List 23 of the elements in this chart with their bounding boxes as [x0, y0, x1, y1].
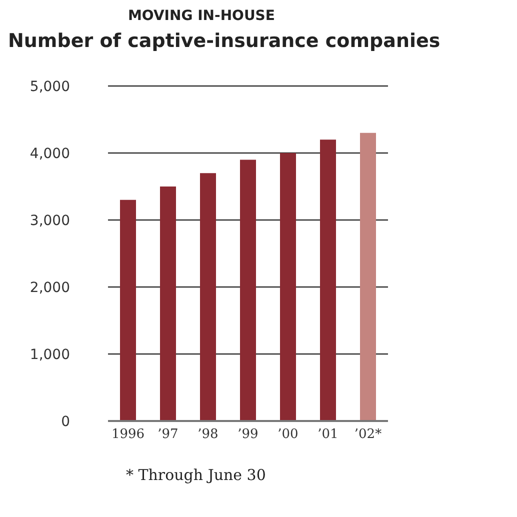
text: * Through June 30: [126, 466, 267, 484]
y-tick-label: 2,000: [30, 280, 70, 296]
x-tick-label: ’00: [278, 427, 298, 442]
bar: [200, 173, 216, 421]
x-tick-label: ’02*: [354, 427, 382, 442]
y-tick-label: 4,000: [30, 146, 70, 162]
y-tick-label: 0: [61, 414, 70, 430]
bar: [240, 160, 256, 421]
bar: [160, 186, 176, 421]
y-tick-label: 5,000: [30, 78, 70, 95]
chart-title: MOVING IN-HOUSE: [128, 8, 276, 24]
x-tick-label: ’99: [238, 427, 258, 442]
bar: [320, 140, 336, 421]
chart-subtitle: Number of captive-insurance companies: [8, 30, 442, 52]
y-tick-label: 1,000: [30, 346, 70, 363]
x-tick-label: 1996: [111, 427, 145, 442]
x-tick-label: ’01: [318, 427, 338, 442]
x-tick-label: ’98: [198, 427, 218, 442]
bar: [360, 132, 376, 421]
y-tick-label: 3,000: [30, 212, 70, 229]
bar: [120, 200, 136, 421]
x-tick-label: ’97: [158, 427, 178, 442]
bar: [280, 153, 296, 421]
